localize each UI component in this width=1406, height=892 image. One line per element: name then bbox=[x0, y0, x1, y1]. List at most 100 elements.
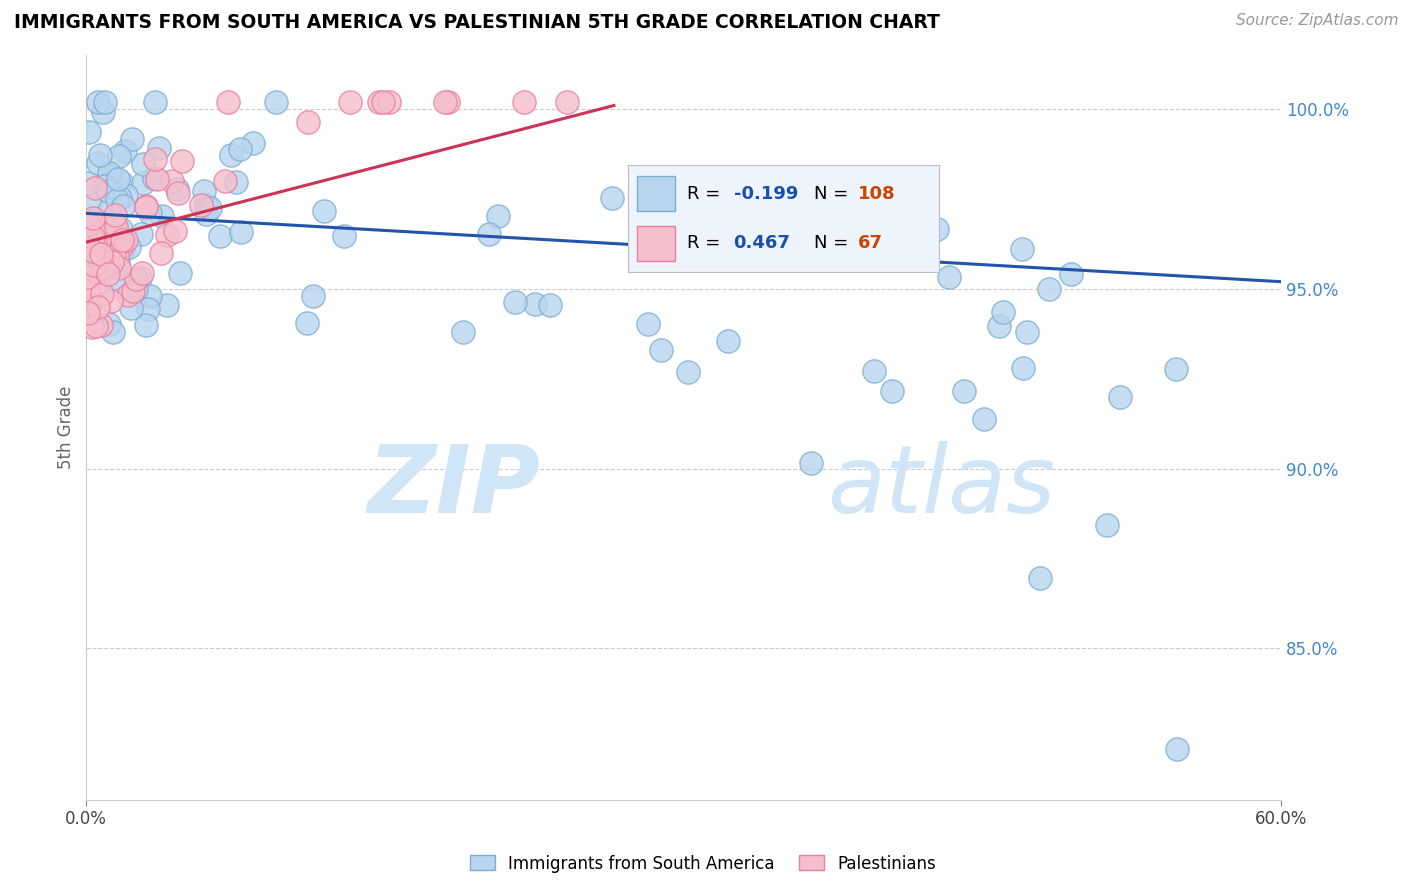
Point bbox=[94, 179, 117, 194]
Point bbox=[208, 228, 231, 243]
Point bbox=[190, 198, 212, 212]
Point bbox=[82, 244, 104, 259]
Point bbox=[79, 197, 101, 211]
FancyBboxPatch shape bbox=[637, 226, 675, 261]
Point bbox=[89, 148, 111, 162]
Point bbox=[132, 156, 155, 170]
Point bbox=[148, 141, 170, 155]
Point bbox=[194, 198, 217, 212]
Point bbox=[86, 250, 108, 264]
Point bbox=[111, 233, 134, 247]
Point bbox=[77, 125, 100, 139]
Point bbox=[82, 319, 104, 334]
Point bbox=[555, 95, 578, 109]
Point bbox=[1166, 742, 1188, 756]
Point bbox=[193, 184, 215, 198]
Point bbox=[952, 384, 974, 398]
Point bbox=[150, 209, 173, 223]
Point bbox=[198, 202, 221, 216]
Point bbox=[146, 172, 169, 186]
Point bbox=[105, 249, 128, 263]
Text: R =: R = bbox=[688, 186, 725, 203]
Point bbox=[242, 136, 264, 150]
Text: R =: R = bbox=[688, 234, 725, 252]
Text: N =: N = bbox=[814, 234, 855, 252]
Point bbox=[121, 132, 143, 146]
Point bbox=[666, 212, 689, 227]
Point bbox=[115, 188, 138, 202]
Point bbox=[77, 177, 100, 191]
Point bbox=[145, 95, 167, 109]
Point bbox=[1164, 362, 1187, 376]
Point bbox=[100, 294, 122, 309]
Point bbox=[135, 199, 157, 213]
Point bbox=[77, 298, 100, 312]
Point bbox=[82, 230, 104, 244]
Point bbox=[107, 253, 129, 268]
Point bbox=[1015, 325, 1038, 339]
Point bbox=[167, 186, 190, 201]
Point bbox=[297, 115, 319, 129]
Point bbox=[97, 226, 120, 240]
Point bbox=[169, 266, 191, 280]
Point bbox=[650, 343, 672, 358]
Point bbox=[120, 301, 142, 316]
Point bbox=[107, 172, 129, 186]
Point bbox=[83, 259, 105, 273]
Point bbox=[131, 266, 153, 280]
Point bbox=[90, 246, 112, 260]
Point bbox=[84, 318, 107, 333]
Point bbox=[503, 294, 526, 309]
Point bbox=[107, 148, 129, 162]
Point bbox=[219, 147, 242, 161]
Point bbox=[105, 193, 128, 207]
Legend: Immigrants from South America, Palestinians: Immigrants from South America, Palestini… bbox=[463, 848, 943, 880]
Point bbox=[229, 142, 252, 156]
Point bbox=[84, 181, 107, 195]
Point bbox=[97, 267, 120, 281]
Point bbox=[125, 281, 148, 295]
Point bbox=[84, 243, 107, 257]
Point bbox=[82, 257, 104, 271]
Point bbox=[98, 166, 121, 180]
Point bbox=[91, 220, 114, 235]
Point bbox=[214, 174, 236, 188]
Point bbox=[103, 233, 125, 247]
Point bbox=[717, 334, 740, 348]
Point bbox=[373, 95, 395, 109]
Point bbox=[86, 246, 108, 260]
Text: 67: 67 bbox=[858, 234, 883, 252]
Point bbox=[478, 227, 501, 241]
Text: Source: ZipAtlas.com: Source: ZipAtlas.com bbox=[1236, 13, 1399, 29]
Point bbox=[90, 318, 112, 333]
Point bbox=[111, 238, 134, 252]
FancyBboxPatch shape bbox=[637, 176, 675, 211]
Point bbox=[1109, 390, 1132, 404]
Point bbox=[800, 456, 823, 470]
Point bbox=[89, 277, 111, 291]
Point bbox=[295, 316, 318, 330]
Point bbox=[131, 227, 153, 241]
Point bbox=[86, 300, 108, 314]
Point bbox=[163, 224, 186, 238]
Point bbox=[98, 218, 121, 232]
Point bbox=[82, 217, 104, 231]
Point bbox=[938, 270, 960, 285]
Point bbox=[86, 266, 108, 280]
Point bbox=[105, 219, 128, 234]
Point bbox=[225, 175, 247, 189]
Point bbox=[97, 185, 120, 199]
Point bbox=[453, 325, 475, 339]
Point bbox=[90, 253, 112, 268]
Point bbox=[652, 186, 675, 200]
Point bbox=[1011, 242, 1033, 256]
Point bbox=[194, 207, 217, 221]
Point bbox=[86, 155, 108, 169]
Point bbox=[863, 364, 886, 378]
Point bbox=[103, 271, 125, 285]
Point bbox=[77, 286, 100, 301]
Point bbox=[433, 95, 456, 109]
Text: -0.199: -0.199 bbox=[734, 186, 799, 203]
Point bbox=[77, 299, 100, 313]
Point bbox=[139, 206, 162, 220]
